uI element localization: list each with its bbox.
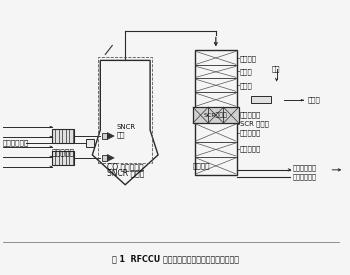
Text: 氨气: 氨气 bbox=[272, 65, 280, 72]
Polygon shape bbox=[107, 133, 114, 139]
Polygon shape bbox=[107, 155, 114, 161]
Text: 低温省煤器: 低温省煤器 bbox=[240, 146, 261, 152]
Text: 催化再生烟气: 催化再生烟气 bbox=[3, 140, 29, 146]
Text: 图 1  RFCCU 再生烟气脱硝系统工艺流程改造示意: 图 1 RFCCU 再生烟气脱硝系统工艺流程改造示意 bbox=[112, 254, 238, 263]
Bar bbox=[251, 96, 271, 103]
Bar bbox=[52, 151, 75, 165]
Text: 过热段: 过热段 bbox=[240, 68, 252, 75]
Text: SCR催化剂: SCR催化剂 bbox=[204, 112, 228, 118]
Bar bbox=[86, 139, 94, 147]
Bar bbox=[208, 107, 223, 123]
Bar bbox=[195, 50, 237, 175]
Bar bbox=[193, 107, 208, 123]
Text: 水保护段: 水保护段 bbox=[240, 55, 257, 62]
Text: SNCR
喷枪: SNCR 喷枪 bbox=[116, 124, 135, 138]
Bar bbox=[52, 129, 75, 143]
Text: 烟气脱硫系统: 烟气脱硫系统 bbox=[293, 174, 316, 180]
Bar bbox=[98, 57, 152, 163]
Text: SNCR 反应区: SNCR 反应区 bbox=[106, 169, 144, 178]
Text: 高温省煤器: 高温省煤器 bbox=[240, 130, 261, 136]
Bar bbox=[193, 107, 239, 123]
Text: 脱硝后烟气至: 脱硝后烟气至 bbox=[293, 164, 316, 171]
Bar bbox=[102, 155, 107, 161]
Bar bbox=[102, 133, 107, 139]
Text: 稀释风: 稀释风 bbox=[307, 97, 320, 103]
Text: 静态混合器: 静态混合器 bbox=[52, 148, 75, 157]
Text: CO 燃烧炉炉膛: CO 燃烧炉炉膛 bbox=[107, 162, 144, 171]
Text: 静态混合器: 静态混合器 bbox=[240, 112, 261, 119]
Bar bbox=[223, 107, 239, 123]
Text: 余热锅炉: 余热锅炉 bbox=[193, 163, 210, 169]
Text: SCR 反应器: SCR 反应器 bbox=[240, 121, 268, 127]
Text: 蒸发器: 蒸发器 bbox=[240, 82, 252, 89]
